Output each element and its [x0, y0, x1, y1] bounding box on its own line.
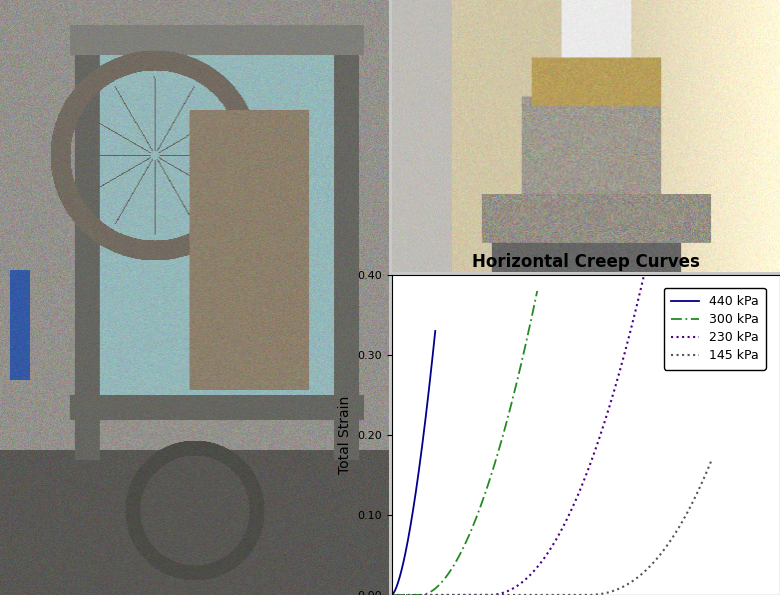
440 kPa	[406, 521, 416, 528]
Line: 440 kPa: 440 kPa	[392, 331, 435, 595]
145 kPa	[707, 455, 717, 462]
145 kPa	[387, 591, 396, 595]
440 kPa	[405, 530, 414, 537]
300 kPa	[501, 424, 510, 431]
300 kPa	[533, 287, 542, 295]
440 kPa	[387, 591, 396, 595]
300 kPa	[451, 559, 460, 566]
440 kPa	[421, 414, 431, 421]
230 kPa	[640, 271, 649, 278]
145 kPa	[593, 591, 602, 595]
Legend: 440 kPa, 300 kPa, 230 kPa, 145 kPa: 440 kPa, 300 kPa, 230 kPa, 145 kPa	[664, 287, 766, 369]
300 kPa	[387, 591, 396, 595]
300 kPa	[402, 591, 411, 595]
440 kPa	[392, 584, 401, 591]
230 kPa	[529, 568, 538, 575]
145 kPa	[452, 591, 462, 595]
Line: 145 kPa: 145 kPa	[392, 459, 712, 595]
145 kPa	[555, 591, 565, 595]
230 kPa	[387, 591, 396, 595]
Title: Horizontal Creep Curves: Horizontal Creep Curves	[472, 253, 700, 271]
300 kPa	[487, 470, 496, 477]
145 kPa	[518, 591, 527, 595]
145 kPa	[587, 591, 597, 595]
300 kPa	[445, 567, 455, 574]
Y-axis label: Total Strain: Total Strain	[338, 396, 352, 474]
440 kPa	[431, 327, 440, 334]
Line: 300 kPa: 300 kPa	[392, 291, 537, 595]
440 kPa	[417, 447, 426, 454]
230 kPa	[507, 585, 516, 593]
230 kPa	[426, 591, 435, 595]
440 kPa	[422, 408, 431, 415]
300 kPa	[503, 414, 512, 421]
230 kPa	[436, 591, 445, 595]
230 kPa	[534, 562, 543, 569]
Line: 230 kPa: 230 kPa	[392, 275, 644, 595]
145 kPa	[438, 591, 448, 595]
230 kPa	[484, 591, 494, 595]
